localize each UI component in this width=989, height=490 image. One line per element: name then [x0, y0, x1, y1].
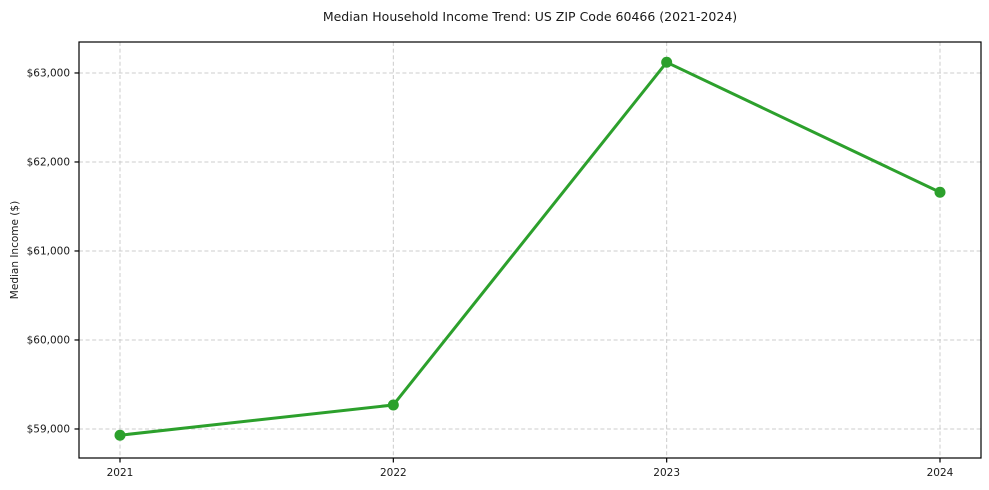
data-point-2021	[114, 429, 126, 441]
plot-frame	[78, 41, 982, 459]
x-tick-label: 2023	[653, 467, 680, 479]
data-point-2024	[934, 186, 946, 198]
y-tick-label: $60,000	[27, 334, 70, 346]
y-tick-label: $62,000	[27, 156, 70, 168]
x-tick-label: 2021	[107, 467, 134, 479]
x-tick-label: 2024	[927, 467, 954, 479]
y-tick-label: $61,000	[27, 245, 70, 257]
trend-line	[118, 60, 942, 437]
x-tick-label: 2022	[380, 467, 407, 479]
data-point-2023	[661, 56, 673, 68]
y-tick-label: $63,000	[27, 67, 70, 79]
y-tick-label: $59,000	[27, 423, 70, 435]
chart-title: Median Household Income Trend: US ZIP Co…	[322, 9, 738, 24]
data-point-2022	[387, 399, 399, 411]
